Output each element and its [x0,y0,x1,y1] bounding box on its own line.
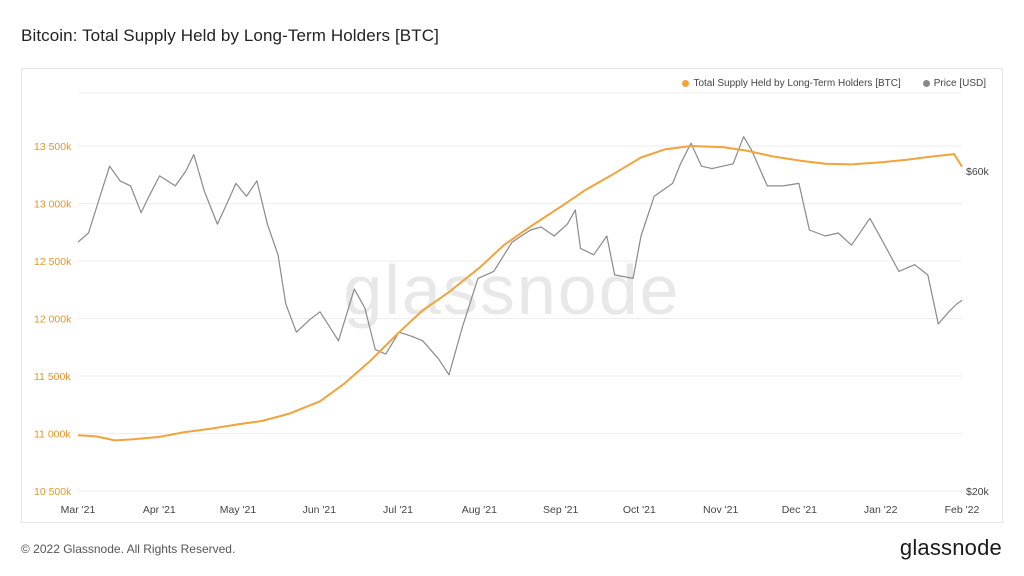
footer-logo: glassnode [899,535,1002,560]
legend-label-lth: Total Supply Held by Long-Term Holders [… [693,78,901,89]
lth-series-line [77,145,963,442]
x-tick-label: Sep '21 [543,504,578,516]
x-tick-label: May '21 [220,504,257,516]
y-left-tick-label: 11 000k [34,429,71,441]
chart-legend: Total Supply Held by Long-Term Holders [… [682,78,986,89]
legend-item-lth[interactable]: Total Supply Held by Long-Term Holders [… [682,78,901,89]
y-right-axis-ticks: $20k $60k [966,166,990,498]
x-tick-label: Nov '21 [703,504,738,516]
x-axis-ticks: Mar '21 Apr '21 May '21 Jun '21 Jul '21 Aug '… [61,504,980,516]
y-left-tick-label: 10 500k [34,486,72,498]
x-tick-label: Apr '21 [143,504,176,516]
x-tick-label: Oct '21 [623,504,656,516]
y-right-tick-label: $60k [966,166,990,178]
x-tick-label: Jun '21 [303,504,337,516]
x-tick-label: Jan '22 [864,504,898,516]
legend-dot-lth [682,80,690,87]
y-right-tick-label: $20k [966,486,990,498]
x-tick-label: Mar '21 [61,504,96,516]
y-left-tick-label: 13 000k [34,199,72,211]
legend-item-price[interactable]: Price [USD] [922,78,986,89]
price-series-line [77,136,963,376]
x-tick-label: Dec '21 [782,504,817,516]
x-tick-label: Aug '21 [462,504,497,516]
x-tick-label: Feb '22 [945,504,980,516]
y-left-tick-label: 11 500k [34,371,71,383]
legend-label-price: Price [USD] [933,78,986,89]
y-left-tick-label: 13 500k [34,141,72,153]
y-left-axis-ticks: 10 500k 11 000k 11 500k 12 000k 12 500k 13 00… [34,141,72,498]
page-title: Bitcoin: Total Supply Held by Long-Term … [21,26,439,45]
y-left-tick-label: 12 000k [34,314,72,326]
x-tick-label: Jul '21 [383,504,413,516]
legend-dot-price [922,80,930,87]
chart-gridlines [78,92,962,492]
chart-frame [21,68,1003,523]
footer-copyright: © 2022 Glassnode. All Rights Reserved. [21,542,236,556]
y-left-tick-label: 12 500k [34,256,72,268]
watermark: glassnode [343,251,680,329]
